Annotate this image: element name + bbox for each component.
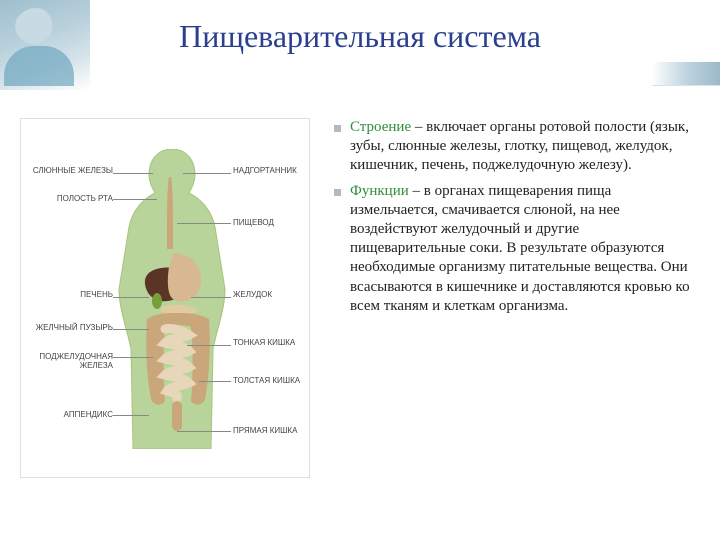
- list-item: Функции – в органах пищеварения пища изм…: [332, 182, 696, 316]
- leader-line: [113, 199, 157, 200]
- leader-line: [177, 223, 231, 224]
- dash: –: [409, 183, 424, 199]
- diagram-label: ПОЛОСТЬ РТА: [27, 195, 113, 204]
- diagram-label: ТОЛСТАЯ КИШКА: [233, 377, 300, 386]
- diagram-label: АППЕНДИКС: [27, 411, 113, 420]
- leader-line: [191, 297, 231, 298]
- anatomy-diagram: СЛЮННЫЕ ЖЕЛЕЗЫ ПОЛОСТЬ РТА ПЕЧЕНЬ ЖЕЛЧНЫЙ П…: [20, 118, 310, 478]
- diagram-label: ПИЩЕВОД: [233, 219, 274, 228]
- leader-line: [113, 297, 149, 298]
- list-item: Строение – включает органы ротовой полос…: [332, 118, 696, 176]
- diagram-label: ПОДЖЕЛУДОЧНАЯЖЕЛЕЗА: [27, 353, 113, 371]
- leader-line: [113, 415, 149, 416]
- leader-line: [187, 345, 231, 346]
- header-stripe: [652, 62, 720, 86]
- bullet-list: Строение – включает органы ротовой полос…: [332, 118, 696, 316]
- leader-line: [113, 173, 153, 174]
- leader-line: [199, 381, 231, 382]
- page-title: Пищеварительная система: [0, 18, 720, 55]
- text-column: Строение – включает органы ротовой полос…: [332, 118, 696, 516]
- term-functions: Функции: [350, 183, 409, 199]
- leader-line: [113, 329, 149, 330]
- leader-line: [177, 431, 231, 432]
- torso-silhouette: [117, 149, 227, 449]
- leader-line: [183, 173, 231, 174]
- dash: –: [411, 119, 426, 135]
- term-structure: Строение: [350, 119, 411, 135]
- diagram-label: ЖЕЛУДОК: [233, 291, 272, 300]
- body-text: в органах пищеварения пища измельчается,…: [350, 183, 690, 314]
- leader-line: [113, 357, 153, 358]
- diagram-label: ЖЕЛЧНЫЙ ПУЗЫРЬ: [27, 324, 113, 333]
- diagram-label: СЛЮННЫЕ ЖЕЛЕЗЫ: [27, 167, 113, 176]
- diagram-label: ПРЯМАЯ КИШКА: [233, 427, 297, 436]
- diagram-label: ТОНКАЯ КИШКА: [233, 339, 295, 348]
- diagram-label: НАДГОРТАННИК: [233, 167, 297, 176]
- diagram-label: ПЕЧЕНЬ: [27, 291, 113, 300]
- content-row: СЛЮННЫЕ ЖЕЛЕЗЫ ПОЛОСТЬ РТА ПЕЧЕНЬ ЖЕЛЧНЫЙ П…: [20, 118, 696, 516]
